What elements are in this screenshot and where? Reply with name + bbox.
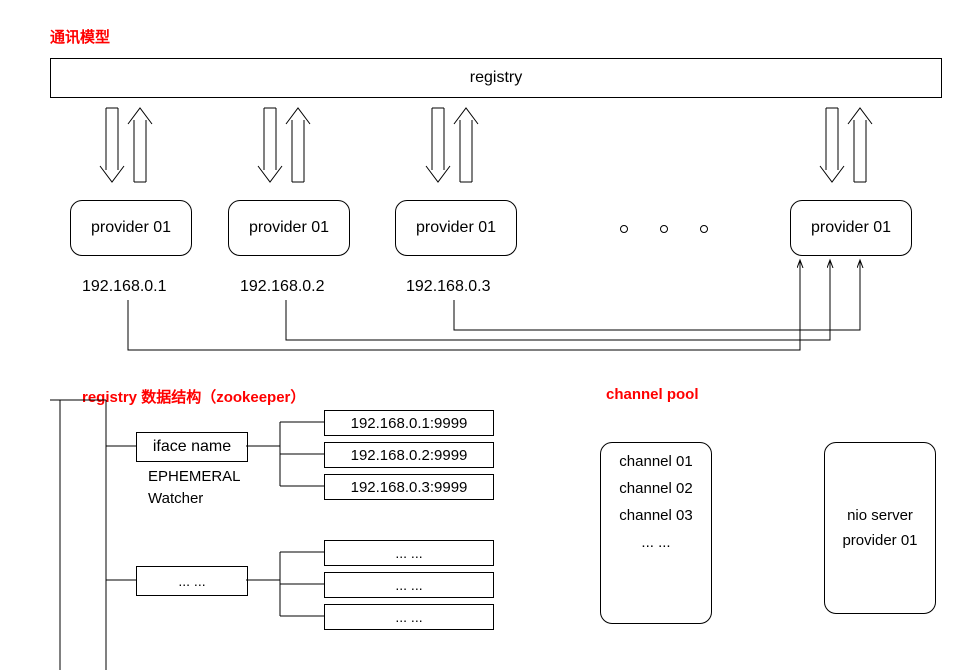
channel-pool-box: channel 01 channel 02 channel 03 ... ...	[600, 442, 712, 624]
channel-item: channel 03	[619, 507, 692, 524]
dots-child-label: ... ...	[395, 609, 422, 625]
addr-label: 192.168.0.2:9999	[351, 447, 468, 464]
addr-label: 192.168.0.1:9999	[351, 415, 468, 432]
ellipsis-dot	[700, 225, 708, 233]
watcher-label: Watcher	[148, 490, 203, 507]
provider-box-2: provider 01	[228, 200, 350, 256]
title-registry-ds: registry 数据结构（zookeeper）	[82, 386, 305, 407]
nio-line1: nio server	[847, 507, 913, 524]
title-channel-pool: channel pool	[606, 386, 699, 403]
channel-item: channel 01	[619, 453, 692, 470]
addr-label: 192.168.0.3:9999	[351, 479, 468, 496]
provider-label: provider 01	[91, 219, 171, 237]
provider-label: provider 01	[811, 219, 891, 237]
dots-child-1: ... ...	[324, 540, 494, 566]
addr-box-2: 192.168.0.2:9999	[324, 442, 494, 468]
ephemeral-label: EPHEMERAL	[148, 468, 241, 485]
ip-label-2: 192.168.0.2	[240, 278, 325, 296]
dots-child-2: ... ...	[324, 572, 494, 598]
provider-box-1: provider 01	[70, 200, 192, 256]
title-comm-model: 通讯模型	[50, 26, 110, 47]
dots-child-label: ... ...	[395, 577, 422, 593]
iface-label: iface name	[153, 438, 231, 456]
ellipsis-dot	[620, 225, 628, 233]
ip-label-3: 192.168.0.3	[406, 278, 491, 296]
channel-item: ... ...	[641, 534, 670, 551]
nio-server-box: nio server provider 01	[824, 442, 936, 614]
channel-item: channel 02	[619, 480, 692, 497]
iface-name-box: iface name	[136, 432, 248, 462]
registry-box: registry	[50, 58, 942, 98]
addr-box-3: 192.168.0.3:9999	[324, 474, 494, 500]
dots-label: ... ...	[178, 573, 205, 589]
ip-label-1: 192.168.0.1	[82, 278, 167, 296]
dots-child-label: ... ...	[395, 545, 422, 561]
dots-box: ... ...	[136, 566, 248, 596]
addr-box-1: 192.168.0.1:9999	[324, 410, 494, 436]
nio-line2: provider 01	[842, 532, 917, 549]
dots-child-3: ... ...	[324, 604, 494, 630]
ellipsis-dot	[660, 225, 668, 233]
provider-label: provider 01	[249, 219, 329, 237]
provider-label: provider 01	[416, 219, 496, 237]
provider-box-3: provider 01	[395, 200, 517, 256]
registry-label: registry	[470, 69, 522, 87]
provider-box-4: provider 01	[790, 200, 912, 256]
